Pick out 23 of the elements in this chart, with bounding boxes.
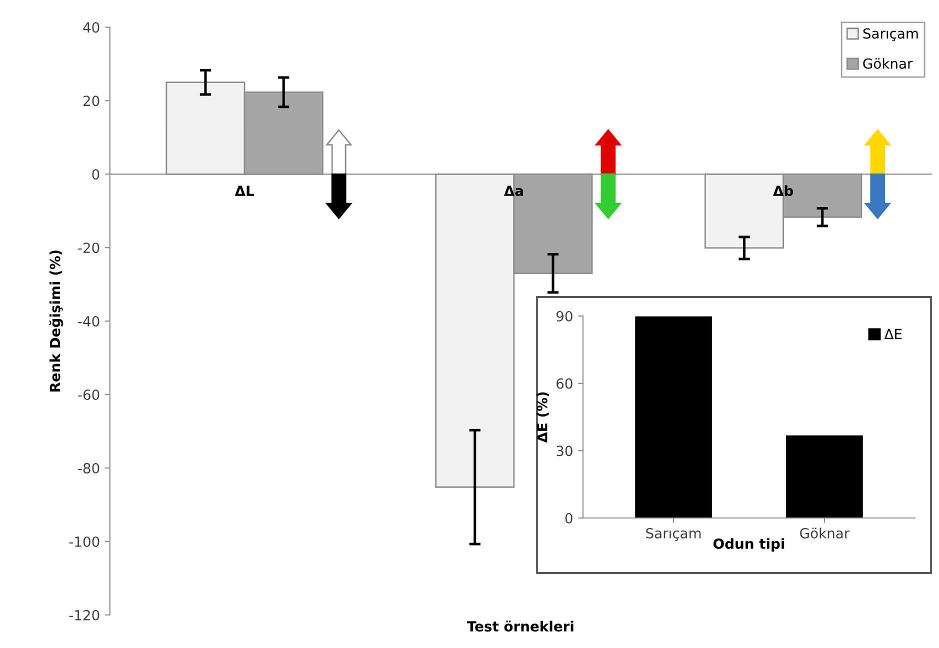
y-tick-label: -120 (69, 610, 100, 620)
y-axis-title: ΔE (%) (536, 392, 549, 443)
y-tick-label: 0 (92, 169, 100, 180)
y-tick-label: 20 (83, 96, 100, 106)
legend-label: Sarıçam (863, 28, 918, 42)
legend-label: ΔE (884, 328, 902, 340)
y-tick-label: -20 (78, 242, 100, 254)
y-tick-label: 90 (556, 310, 572, 322)
x-tick-label: Δa (504, 186, 523, 196)
x-tick-label: Δb (773, 185, 794, 196)
y-tick-label: -60 (78, 390, 100, 400)
y-tick-label: -80 (78, 462, 100, 474)
y-axis-title: Renk Değişimi (%) (49, 250, 64, 392)
y-tick-label: 40 (83, 22, 100, 33)
x-axis-title: Odun tipi (713, 538, 784, 552)
y-tick-label: 30 (556, 446, 572, 456)
x-axis-title: Test örnekleri (466, 620, 574, 632)
x-tick-label: ΔL (234, 186, 254, 196)
y-tick-label: -100 (69, 536, 100, 547)
y-tick-label: 0 (565, 512, 572, 524)
y-tick-label: -40 (78, 316, 100, 327)
legend-label: Göknar (863, 58, 913, 69)
y-tick-label: 60 (556, 378, 572, 389)
